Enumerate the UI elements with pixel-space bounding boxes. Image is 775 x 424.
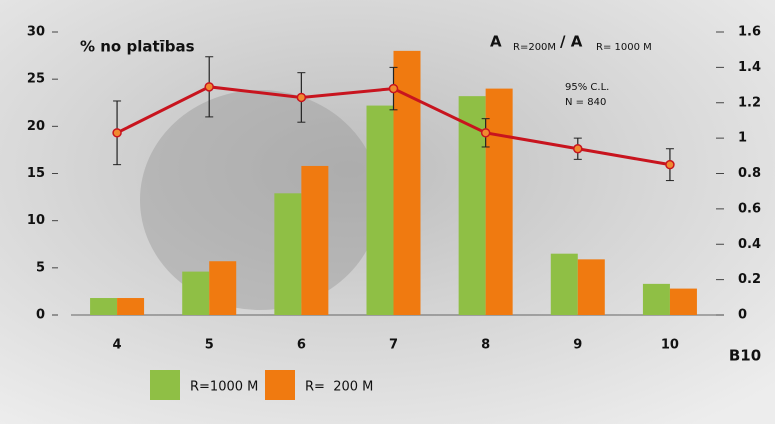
bar — [117, 298, 145, 315]
line-point — [480, 128, 491, 138]
line-point — [204, 82, 214, 92]
annotation: 95% C.L. — [565, 82, 609, 93]
bar — [577, 259, 605, 315]
y2-tick-label: 1.4 — [738, 60, 761, 75]
bar — [182, 271, 210, 315]
bar — [366, 105, 394, 315]
y-tick-label: 5 — [36, 260, 45, 275]
y2-tick-label: 0.6 — [738, 201, 761, 216]
annotation: / A — [560, 33, 583, 51]
bar — [642, 283, 670, 315]
x-tick-label: 8 — [481, 338, 490, 353]
bar — [209, 261, 237, 315]
x-tick-label: 5 — [205, 338, 214, 353]
x-tick-label: 10 — [661, 338, 679, 353]
x-tick-label: 4 — [113, 338, 122, 353]
bar — [301, 165, 329, 315]
annotation: R= 1000 M — [596, 42, 652, 53]
annotation: N = 840 — [565, 97, 606, 108]
line-point — [573, 143, 583, 154]
bar — [669, 288, 697, 315]
annotation: A — [490, 33, 502, 51]
y2-tick-label: 1.2 — [738, 95, 761, 110]
bar — [458, 96, 486, 315]
photo-shade — [140, 90, 380, 310]
x-tick-label: 9 — [573, 338, 582, 353]
line-point — [112, 128, 122, 138]
y2-tick-label: 0.4 — [738, 237, 761, 252]
bar — [550, 253, 578, 315]
y-tick-label: 25 — [27, 72, 45, 87]
y2-tick-label: 0 — [738, 308, 747, 323]
y-tick-label: 15 — [27, 166, 45, 181]
bar — [90, 298, 118, 315]
line-point — [665, 159, 675, 170]
x-tick-label: 7 — [389, 338, 398, 353]
y-tick-label: 10 — [27, 213, 45, 228]
legend-label: R= 200 M — [305, 380, 373, 395]
legend-label: R=1000 M — [190, 380, 258, 395]
line-point — [296, 92, 307, 103]
y-tick-label: 0 — [36, 308, 45, 323]
legend-swatch — [265, 370, 295, 400]
chart-title: % no platības — [80, 38, 195, 56]
bar — [274, 193, 302, 315]
y2-tick-label: 1 — [738, 131, 747, 146]
annotation: R=200M — [513, 42, 556, 53]
legend-swatch — [150, 370, 180, 400]
y2-tick-label: 1.6 — [738, 25, 761, 40]
x-tick-label: 6 — [297, 338, 306, 353]
y2-tick-label: 0.2 — [738, 272, 761, 287]
x-axis-label: B10 — [729, 347, 761, 365]
line-point — [388, 83, 399, 94]
y-tick-label: 20 — [27, 119, 45, 134]
y2-tick-label: 0.8 — [738, 166, 761, 181]
bar — [485, 88, 513, 315]
y-tick-label: 30 — [27, 25, 45, 40]
